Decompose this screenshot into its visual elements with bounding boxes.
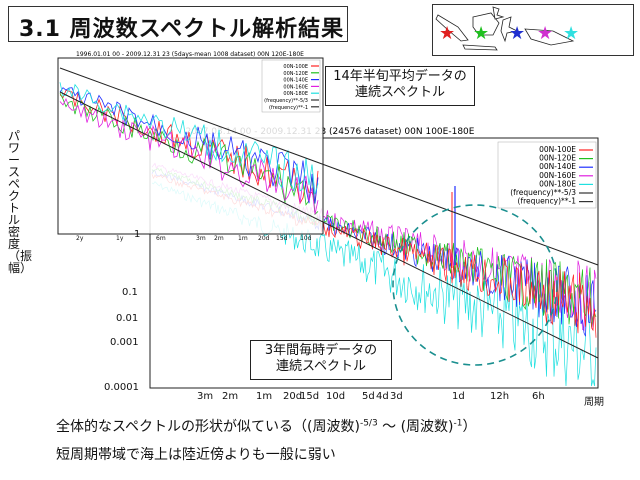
x-tick: 10d [326,391,346,402]
x-axis-unit: 周期 [584,397,604,408]
x-tick: 4d [376,391,389,402]
bullet-1-exp2: -1 [453,418,463,429]
x-tick: 15d [276,235,288,242]
legend-label: (frequency)**-5/3 [510,188,576,197]
land-sulawesi [500,16,519,43]
x-tick: 1y [116,235,124,242]
bullet-1: 全体的なスペクトルの形状が似ている（(周波数)-5/3 〜 (周波数)-1） [56,416,477,436]
highlight-ellipse [392,204,558,366]
guide-line-minus53 [59,91,599,359]
main-legend [497,141,597,209]
legend-label: 00N-100E [539,145,576,154]
legend-label: 00N-120E [539,154,576,163]
x-tick: 20d [283,391,303,402]
star-icon: ★ [473,23,490,44]
x-tick: 3m [196,235,206,242]
x-tick: 2y [76,235,84,242]
callout-3yr-line2: 連続スペクトル [275,359,367,374]
y-tick: 0.1 [122,287,138,298]
land-java [462,44,498,51]
map-svg [435,6,575,51]
land-sumatra [435,14,469,42]
y-tick: 0.001 [110,337,139,348]
bullet-1-text: 全体的なスペクトルの形状が似ている（(周波数) [56,419,360,435]
legend-label: 00N-180E [539,179,576,188]
inset-legend-items: 00N-100E00N-120E00N-140E00N-160E00N-180E… [264,64,319,111]
x-tick: 12h [490,391,510,402]
star-icon: ★ [439,23,456,44]
bullet-1-end: ） [462,419,477,435]
land-borneo [472,12,500,36]
legend-label: (frequency)**-5/3 [264,98,308,104]
callout-3yr: 3年間毎時データの 連続スペクトル [250,340,392,380]
star-icon: ★ [509,23,526,44]
star-icon: ★ [563,23,580,44]
inset-series-line [59,82,319,195]
guide-line-minus1 [59,67,599,266]
main-legend-items: 00N-100E00N-120E00N-140E00N-160E00N-180E… [510,145,593,206]
legend-label: (frequency)**-1 [269,105,308,111]
callout-3yr-line1: 3年間毎時データの [264,343,378,358]
x-tick: 20d [258,235,270,242]
y-axis-label: パワースペクトル密度（振幅） [8,129,33,275]
x-tick: 1m [256,391,273,402]
x-tick: 1d [452,391,465,402]
x-tick: 1m [238,235,248,242]
legend-label: 00N-140E [283,78,308,84]
x-tick: 15d [300,391,320,402]
inset-legend [261,59,321,113]
legend-label: (frequency)**-1 [518,197,577,206]
slide-title: 3.1 周波数スペクトル解析結果 [19,17,345,42]
land-philippines [492,6,505,20]
star-icon: ★ [537,23,554,44]
x-tick: 3m [197,391,214,402]
legend-label: 00N-160E [283,84,308,90]
land-newguinea [524,28,575,46]
y-tick: 0.01 [116,313,139,324]
inset-series-line [59,97,319,215]
x-tick: 10d [300,235,312,242]
callout-14yr: 14年半旬平均データの 連続スペクトル [325,66,475,106]
y-tick: 0.0001 [104,382,139,393]
map-inset: ★ ★ ★ ★ ★ [432,4,634,56]
main-chart-title: 2007.03.14 00 - 2009.12.31 23 (24576 dat… [186,127,475,137]
legend-label: 00N-160E [539,171,576,180]
bullet-2: 短周期帯域で海上は陸近傍よりも一般に弱い [56,447,336,463]
legend-label: 00N-180E [283,91,308,97]
callout-14yr-line2: 連続スペクトル [354,85,446,100]
legend-label: 00N-120E [283,71,308,77]
inset-chart-title: 1996.01.01 00 - 2009.12.31 23 (5days-mea… [76,51,304,58]
x-tick: 3d [390,391,403,402]
x-tick: 5d [362,391,375,402]
bullet-1-exp1: -5/3 [359,418,378,429]
x-tick: 6h [532,391,545,402]
inset-series-line [59,87,319,204]
x-tick: 6m [156,235,166,242]
bullet-1-mid: 〜 (周波数) [382,419,454,435]
x-tick: 2m [214,235,224,242]
legend-label: 00N-100E [283,64,308,70]
legend-label: 00N-140E [539,162,576,171]
callout-14yr-line1: 14年半旬平均データの [333,69,467,84]
x-tick: 2m [222,391,239,402]
slide-title-box: 3.1 周波数スペクトル解析結果 [8,6,348,42]
y-tick: 1 [134,229,141,240]
